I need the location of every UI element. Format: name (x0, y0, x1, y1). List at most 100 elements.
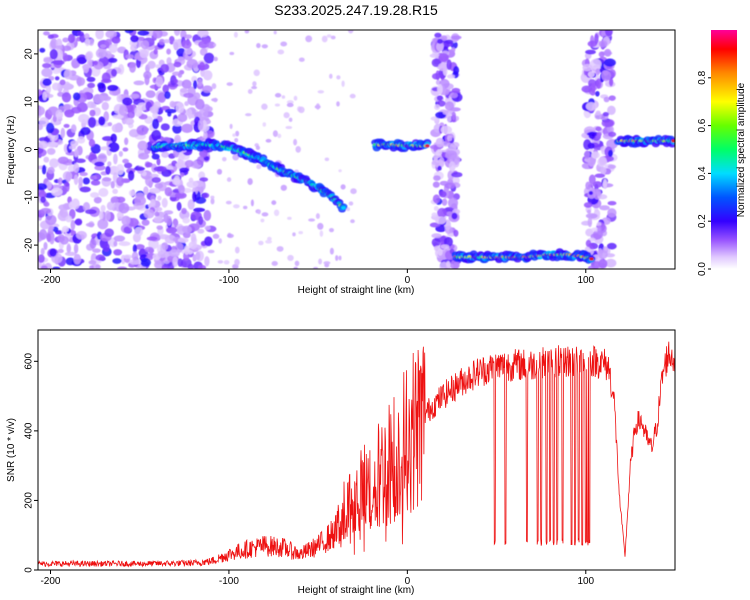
spectrogram-cell (113, 153, 118, 165)
spectrogram-cell (201, 192, 210, 199)
spectrogram-cell (329, 73, 333, 79)
spectrogram-cell (450, 35, 462, 40)
spectrogram-cell (449, 260, 460, 269)
colorbar-tick-label: 0.6 (697, 118, 708, 132)
spectrogram-cell (153, 48, 158, 55)
spectrogram-cell (205, 130, 214, 138)
spectrogram-cell (608, 95, 616, 101)
spectrogram-cell (63, 182, 70, 187)
spectrogram-cell (218, 238, 222, 244)
spectrogram-cell (446, 74, 456, 79)
spectrogram-cell (177, 258, 183, 267)
spectrogram-cell (152, 111, 159, 119)
spectrogram-cell (76, 230, 87, 240)
spectrogram-cell (136, 125, 149, 136)
spectrogram-cell (590, 58, 602, 70)
spectrogram-cell (89, 238, 97, 249)
spectrogram-cell (62, 45, 72, 52)
spectrogram-cell (601, 30, 606, 37)
spectrogram-cell (39, 229, 48, 240)
spectrogram-cell (193, 80, 198, 90)
spectrogram-cell (38, 147, 44, 155)
spectrogram-cell (164, 186, 173, 197)
spectrogram-cell (46, 233, 52, 243)
spectrogram-cell (607, 149, 614, 157)
spectrogram-cell (65, 171, 71, 183)
spectrogram-cell (234, 137, 239, 143)
spectrogram-cell (137, 140, 148, 151)
spectrogram-cell (204, 236, 213, 247)
spectrogram-cell (107, 161, 112, 167)
spectrogram-cell (286, 102, 294, 108)
spectrogram-cell (442, 110, 454, 116)
spectrogram-cell (137, 30, 150, 36)
spectrogram-cell (175, 102, 185, 114)
spectrogram-cell (43, 241, 48, 251)
spectrogram-cell (176, 201, 182, 211)
spectrogram-cell (280, 41, 288, 47)
spectrogram-cell (57, 234, 66, 243)
spectrogram-cell (226, 233, 234, 239)
spectrogram-cell (436, 95, 444, 101)
spectrogram-cell (222, 156, 227, 162)
spectrogram-cell (82, 201, 91, 212)
spectrogram-cell (187, 199, 195, 210)
spectrogram-cell (212, 233, 220, 239)
spectrogram-cell (127, 170, 135, 181)
spectrogram-cell (54, 76, 60, 81)
spectrogram-cell (226, 177, 232, 182)
spectrogram-cell (62, 103, 71, 111)
figure-title: S233.2025.247.19.28.R15 (274, 2, 438, 18)
spectrogram-cell (134, 196, 147, 206)
spectrogram-cell (49, 248, 57, 257)
spectrogram-cell (281, 95, 286, 99)
spectrogram-cell (98, 116, 106, 126)
spectrogram-cell (39, 47, 46, 53)
spectrogram-cell (444, 182, 456, 189)
spectrogram-cell (111, 68, 117, 77)
spectrogram-cell (202, 85, 213, 93)
spectrogram-cell (265, 138, 272, 143)
spectrogram-cell (143, 209, 155, 219)
spectrogram-cell (277, 49, 285, 55)
spectrogram-cell (199, 177, 209, 182)
spectrogram-cell (38, 137, 51, 142)
snr-ytick-label: 0 (24, 567, 35, 573)
spectrogram-cell (47, 166, 55, 174)
spectrogram-cell (595, 90, 600, 97)
spectrogram-cell (115, 164, 125, 175)
spectrogram-cell (155, 76, 164, 87)
spectrogram-cell (179, 172, 185, 178)
spectrogram-cell (132, 244, 138, 253)
spectrogram-cell (435, 216, 447, 225)
spectrogram-cell (84, 33, 90, 40)
spectrogram-cell (177, 72, 183, 78)
spectrogram-cell (585, 239, 592, 248)
spectrogram-cell (122, 97, 133, 106)
spectrogram-cell (234, 258, 240, 266)
spectrogram-cell (153, 166, 165, 172)
spectrogram-cell (317, 222, 324, 230)
spectrogram-cell (162, 84, 169, 94)
spectrogram-cell (313, 266, 319, 269)
spectrogram-cell (198, 61, 206, 71)
spectrogram-cell (431, 212, 438, 218)
spectrogram-cell (42, 62, 52, 69)
spectrogram-cell (347, 30, 354, 34)
spectrogram-cell (94, 161, 105, 167)
spectrogram-cell (261, 212, 269, 217)
spectrogram-cell (197, 264, 207, 269)
spectrogram-cell (445, 150, 458, 160)
spectrogram-cell (110, 197, 119, 203)
spectrogram-cell (160, 123, 170, 131)
spectrogram-cell (318, 258, 323, 265)
spectrogram-cell (602, 112, 610, 117)
spectrogram-cell (107, 84, 119, 92)
spectrogram-cell (425, 144, 430, 148)
spectrogram-cell (66, 243, 71, 254)
spectrogram-cell (444, 39, 454, 45)
spectrogram-cell (319, 230, 324, 237)
spectrogram-cell (252, 81, 257, 87)
spectrogram-cell (213, 43, 217, 47)
spectrogram-cell (581, 85, 593, 93)
